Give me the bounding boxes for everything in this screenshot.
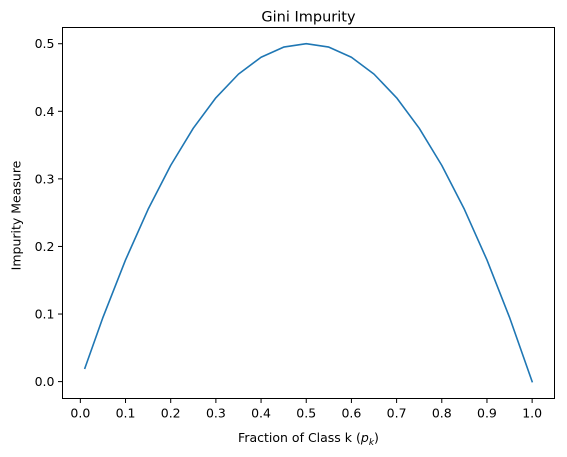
y-tick-label: 0.3	[35, 171, 55, 186]
gini-impurity-line	[83, 42, 534, 383]
x-tick-label: 0.7	[387, 406, 407, 421]
chart-title: Gini Impurity	[261, 10, 356, 26]
x-tick-label: 0.5	[296, 406, 316, 421]
x-tick-label: 0.2	[161, 406, 181, 421]
y-tick-label: 0.4	[35, 104, 55, 119]
x-axis-label-text: Fraction of Class k (	[238, 430, 361, 445]
x-tick-label: 1.0	[522, 406, 542, 421]
x-axis-label-suffix: )	[374, 430, 379, 445]
y-tick-label: 0.0	[35, 374, 55, 389]
y-tick-label: 0.5	[35, 36, 55, 51]
axes-frame	[62, 27, 555, 399]
y-axis-label: Impurity Measure	[9, 160, 24, 270]
x-axis-label-subscript: k	[369, 438, 375, 448]
x-axis-label-symbol: p	[360, 430, 369, 445]
x-tick-label: 0.0	[70, 406, 90, 421]
x-tick-label: 0.3	[206, 406, 226, 421]
y-tick-label: 0.1	[35, 307, 55, 322]
x-tick-label: 0.8	[432, 406, 452, 421]
x-tick-label: 0.6	[341, 406, 361, 421]
axis-ticks: 0.0 0.1 0.2 0.3 0.4 0.5 0.6 0.7 0.8 0.9 1.0 0.0 0.1 0…	[35, 36, 543, 420]
x-tick-label: 0.9	[477, 406, 497, 421]
svg-text:Fraction of Class k (pk): Fraction of Class k (pk)	[238, 430, 379, 448]
x-axis-label: Fraction of Class k (pk)	[238, 430, 379, 448]
x-tick-label: 0.1	[116, 406, 136, 421]
y-tick-label: 0.2	[35, 239, 55, 254]
x-tick-label: 0.4	[251, 406, 271, 421]
plot-area	[83, 42, 534, 383]
